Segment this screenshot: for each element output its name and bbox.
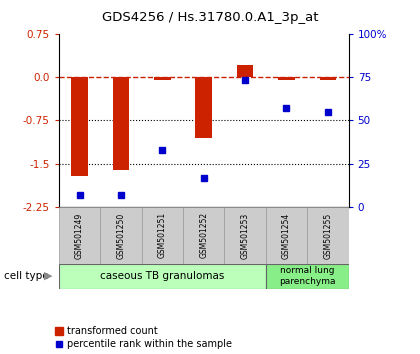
Bar (266, 207, 307, 264)
Bar (183, 207, 224, 264)
Bar (142, 207, 183, 264)
Text: GDS4256 / Hs.31780.0.A1_3p_at: GDS4256 / Hs.31780.0.A1_3p_at (102, 11, 318, 24)
Bar (59, 207, 100, 264)
Text: GSM501252: GSM501252 (199, 212, 208, 258)
Text: GSM501254: GSM501254 (282, 212, 291, 258)
Bar (154, 77, 171, 80)
Text: GSM501251: GSM501251 (158, 212, 167, 258)
Bar (113, 77, 129, 170)
Bar (195, 77, 212, 138)
Text: GSM501250: GSM501250 (116, 212, 126, 258)
Legend: transformed count, percentile rank within the sample: transformed count, percentile rank withi… (55, 326, 232, 349)
Bar (320, 77, 336, 80)
Text: GSM501253: GSM501253 (241, 212, 249, 258)
Bar (307, 207, 349, 264)
Bar (278, 77, 295, 80)
Bar (266, 264, 349, 289)
Text: normal lung
parenchyma: normal lung parenchyma (279, 267, 336, 286)
Bar (71, 77, 88, 176)
Text: cell type: cell type (4, 271, 49, 281)
Bar (237, 65, 253, 77)
Bar (100, 207, 142, 264)
Text: GSM501255: GSM501255 (323, 212, 332, 258)
Text: caseous TB granulomas: caseous TB granulomas (100, 271, 224, 281)
Text: GSM501249: GSM501249 (75, 212, 84, 258)
Bar (224, 207, 266, 264)
Text: ▶: ▶ (44, 271, 52, 281)
Bar (59, 264, 266, 289)
